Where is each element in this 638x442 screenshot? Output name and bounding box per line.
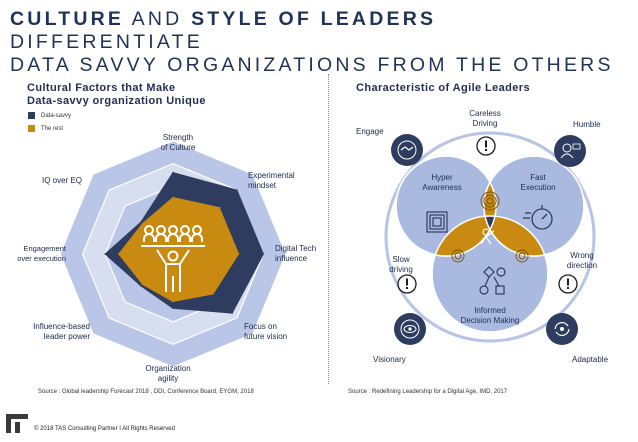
axis-label-experimental-mindset: Experimental mindset — [248, 171, 295, 190]
axis-label-organization-agility: Organization agility — [145, 364, 191, 383]
outer-ring — [384, 131, 596, 343]
handshake-icon — [391, 134, 423, 166]
center-person-icon — [480, 228, 495, 245]
radar-point-0-5 — [140, 285, 142, 287]
warning-icon-wrong — [558, 274, 578, 294]
radar-point-0-3 — [231, 312, 233, 314]
company-logo — [6, 414, 28, 433]
legend-label-data-savvy: Data-savvy — [41, 112, 72, 119]
axis-label-influence-based-leader-power: Influence-based leader power — [33, 322, 90, 341]
label-visionary: Visionary — [373, 355, 406, 364]
axis-label-engagement-over-execution: Engagement over execution — [17, 244, 66, 263]
target-icon-left — [451, 249, 465, 263]
legend-the-rest: The rest — [28, 125, 63, 132]
target-icon-right — [515, 249, 529, 263]
label-slow-driving: Slow driving — [389, 255, 413, 274]
overlap-execution-decision — [484, 216, 548, 256]
axis-label-digital-tech-influence: Digital Tech influence — [275, 244, 317, 263]
radar-title: Cultural Factors that Make Data-savvy or… — [27, 82, 206, 108]
radar-point-1-6 — [117, 253, 120, 255]
circle-outline-b — [483, 155, 585, 257]
page-title: CULTURE AND STYLE OF LEADERS DIFFERENTIA… — [10, 8, 630, 77]
radar-point-1-3 — [212, 293, 214, 295]
agile-leaders-title: Characteristic of Agile Leaders — [356, 82, 530, 94]
radar-title-line-2: Data-savvy organization Unique — [27, 95, 206, 107]
footer-copyright: © 2018 TAS Consulting Partner I All Righ… — [34, 426, 175, 432]
radar-point-0-1 — [236, 189, 238, 191]
radar-point-0-2 — [262, 253, 265, 255]
legend-label-the-rest: The rest — [41, 125, 64, 132]
radar-point-1-5 — [141, 283, 144, 286]
label-wrong-direction: Wrong direction — [566, 251, 598, 270]
radar-point-0-7 — [140, 221, 142, 223]
radar-point-1-0 — [172, 196, 174, 199]
flowchart-icon — [479, 266, 506, 295]
agile-source: Source : Redefining Leadership for a Dig… — [348, 389, 508, 395]
warning-icon-careless — [476, 136, 496, 156]
fingerprint-icon — [480, 191, 500, 211]
radar-point-1-2 — [237, 253, 240, 255]
radar-point-1-7 — [141, 222, 144, 225]
legend-swatch-data-savvy — [28, 112, 35, 119]
radar-point-1-4 — [172, 300, 174, 303]
label-hyper-awareness: Hyper Awareness — [422, 173, 462, 192]
title-line-2: DATA SAVVY ORGANIZATIONS FROM THE OTHERS — [10, 54, 614, 76]
circle-outline-a — [395, 155, 497, 257]
label-fast-execution: Fast Execution — [520, 173, 556, 192]
title-line-1: CULTURE AND STYLE OF LEADERS DIFFERENTIA… — [10, 8, 437, 53]
people-group-icon — [141, 225, 205, 292]
label-careless-driving: Careless Driving — [469, 109, 501, 128]
legend-swatch-the-rest — [28, 125, 35, 132]
radar-title-line-1: Cultural Factors that Make — [27, 82, 176, 94]
humble-icon — [554, 135, 586, 167]
radar-point-0-4 — [172, 307, 174, 310]
radar-source: Source : Global leadership Forecast 2018… — [38, 389, 254, 395]
label-adaptable: Adaptable — [572, 355, 609, 364]
axis-label-iq-over-eq: IQ over EQ — [42, 176, 83, 185]
radar-point-1-1 — [218, 206, 221, 209]
axis-label-focus-on-future-vision: Focus on future vision — [244, 322, 288, 341]
signal-icon — [426, 211, 448, 233]
overlap-awareness-decision — [432, 216, 496, 256]
radar-point-0-0 — [172, 171, 174, 174]
stopwatch-icon — [523, 205, 553, 230]
warning-icon-slow — [397, 274, 417, 294]
eye-icon — [394, 313, 426, 345]
section-divider — [328, 74, 329, 384]
legend-data-savvy: Data-savvy — [28, 112, 71, 119]
axis-label-strength-of-culture: Strength of Culture — [160, 133, 196, 152]
label-engage: Engage — [356, 127, 384, 136]
radar-point-0-6 — [104, 253, 106, 255]
label-informed-decision-making: Informed Decision Making — [460, 306, 520, 325]
adaptable-icon — [546, 313, 578, 345]
label-humble: Humble — [573, 120, 601, 129]
circle-outline-c — [431, 215, 549, 333]
